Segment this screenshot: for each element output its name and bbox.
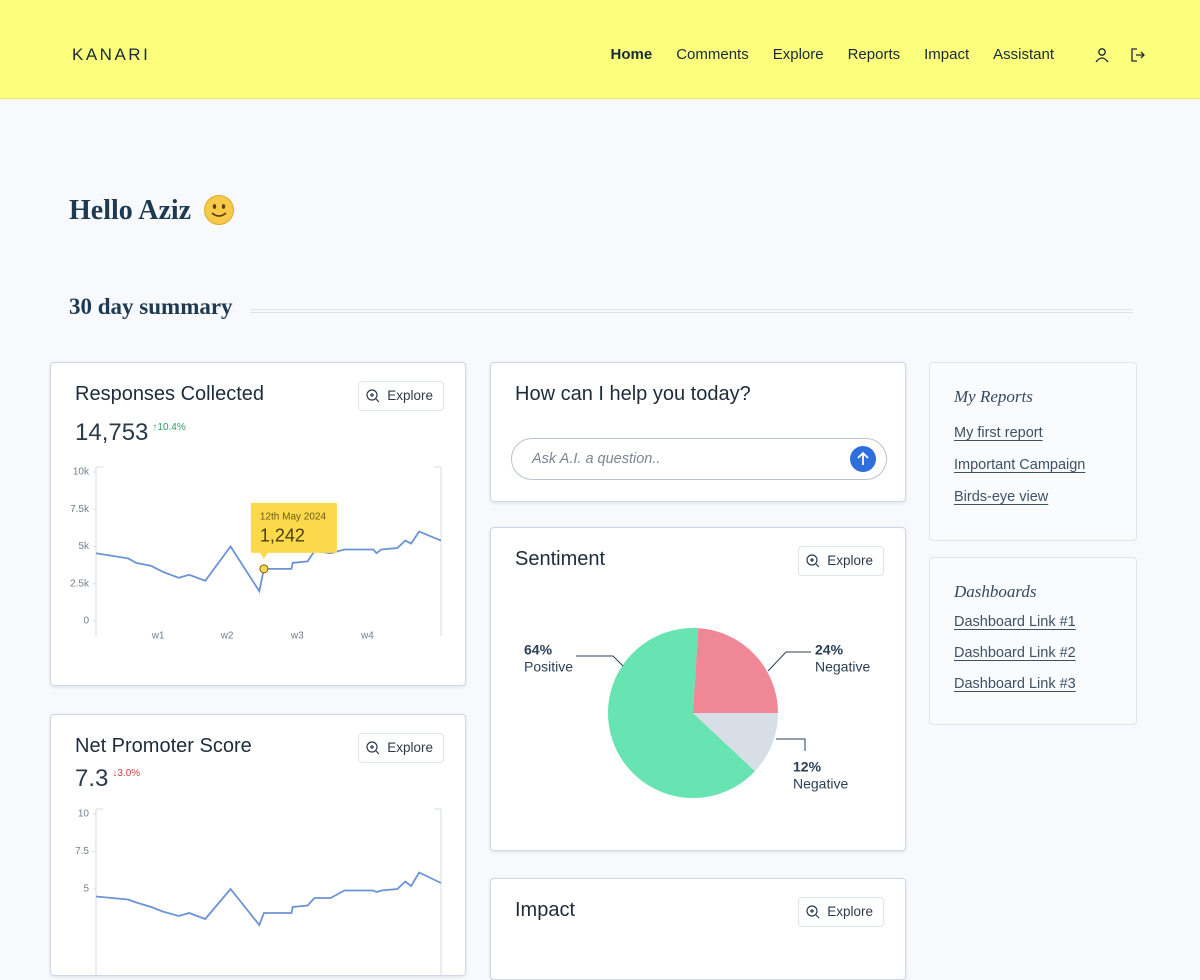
explore-button[interactable]: Explore: [798, 897, 884, 927]
send-button[interactable]: [850, 446, 876, 472]
explore-button[interactable]: Explore: [358, 733, 444, 763]
y-tick-label: 7.5: [75, 846, 89, 857]
tooltip-box: [250, 502, 337, 553]
explore-button[interactable]: Explore: [798, 546, 884, 576]
y-tick-label: 10k: [73, 467, 90, 478]
report-link[interactable]: Birds-eye view: [954, 489, 1049, 505]
pie-slice: [608, 628, 755, 798]
kpi-change: ↑10.4%: [152, 422, 186, 433]
card-title: How can I help you today?: [515, 383, 751, 405]
dashboard-link[interactable]: Dashboard Link #3: [954, 676, 1076, 692]
responses-card: Responses Collected Explore 14,753 ↑10.4%…: [50, 362, 466, 686]
greeting: Hello Aziz: [69, 195, 192, 226]
change-value: 10.4%: [157, 422, 186, 433]
emoji: [204, 195, 234, 225]
leader-line: [776, 738, 806, 751]
sentiment-card: Sentiment Explore 64% Positive 24% Negative…: [490, 527, 906, 851]
nav-link[interactable]: Home: [610, 46, 653, 63]
card-title: Sentiment: [515, 548, 606, 570]
dashboard-link[interactable]: Dashboard Link #2: [954, 645, 1076, 661]
kpi: 14,753 ↑10.4%: [75, 419, 186, 447]
impact-card: Impact Explore: [490, 878, 906, 980]
leader-line: [767, 651, 811, 672]
slice-value: 24%: [815, 642, 844, 658]
y-tick-label: 7.5k: [70, 504, 90, 515]
card-title: Net Promoter Score: [75, 735, 252, 757]
nav-link[interactable]: Impact: [924, 46, 970, 63]
tooltip-pointer: [259, 552, 268, 559]
tooltip-value: 1,242: [260, 526, 305, 546]
nav: Home Comments Explore Reports Impact Ass…: [611, 46, 1054, 63]
section-title: 30 day summary: [69, 294, 233, 319]
chart: 5 7.5 10: [75, 808, 442, 975]
reports-panel: My Reports My first report Important Cam…: [929, 362, 1137, 541]
y-tick-label: 10: [78, 809, 90, 820]
question-input[interactable]: Ask A.I. a question..: [511, 438, 887, 480]
brand[interactable]: KANARI: [72, 45, 151, 64]
assistant-card: How can I help you today? Ask A.I. a que…: [490, 362, 906, 502]
slice-value: 64%: [524, 642, 553, 658]
change-value: 3.0%: [117, 768, 141, 779]
slice-label: Negative: [815, 659, 870, 675]
button-label: Explore: [827, 553, 873, 568]
dashboards-panel: Dashboards Dashboard Link #1 Dashboard L…: [929, 557, 1137, 725]
y-tick-label: 5k: [78, 541, 90, 552]
button-label: Explore: [827, 904, 873, 919]
dashboard-link[interactable]: Dashboard Link #1: [954, 614, 1076, 630]
kpi-value: 7.3: [75, 765, 109, 792]
y-tick-label: 5: [83, 884, 89, 895]
slice-label: Negative: [793, 776, 848, 792]
line-series: [95, 871, 442, 927]
card-title: Responses Collected: [75, 383, 264, 405]
placeholder: Ask A.I. a question..: [532, 451, 661, 467]
report-link[interactable]: Important Campaign: [954, 457, 1086, 473]
slice-value: 12%: [793, 759, 822, 775]
y-tick-label: 0: [83, 616, 89, 627]
pie-slice: [693, 628, 778, 713]
slice-label: Positive: [524, 659, 573, 675]
report-link[interactable]: My first report: [954, 425, 1043, 441]
nav-link[interactable]: Comments: [676, 46, 749, 63]
x-tick-label: w4: [360, 631, 374, 642]
divider: [250, 309, 1133, 313]
kpi-change: ↓3.0%: [112, 768, 141, 779]
x-tick-label: w1: [151, 631, 165, 642]
panel-title: Dashboards: [954, 582, 1037, 601]
nav-link[interactable]: Explore: [772, 46, 824, 63]
logout-icon[interactable]: [1130, 47, 1146, 63]
kpi: 7.3 ↓3.0%: [75, 765, 140, 793]
chart: 0 2.5k 5k 7.5k 10k w1 w2 w3 w4 12th May 2024 1,242: [70, 466, 442, 642]
card-title: Impact: [515, 899, 576, 921]
x-tick-label: w2: [220, 631, 234, 642]
top-bar: KANARI Home Comments Explore Reports Imp…: [0, 0, 1200, 99]
y-tick-label: 2.5k: [70, 578, 90, 589]
pie-slice: [693, 713, 778, 772]
line-series: [95, 530, 442, 594]
nav-link[interactable]: Reports: [847, 46, 901, 63]
button-label: Explore: [387, 388, 433, 403]
tooltip-date: 12th May 2024: [260, 511, 327, 522]
user-icon[interactable]: [1094, 47, 1110, 63]
x-tick-label: w3: [290, 631, 304, 642]
leader-line: [576, 655, 624, 667]
panel-title: My Reports: [954, 387, 1033, 406]
nps-card: Net Promoter Score Explore 7.3 ↓3.0% 5 7.5…: [50, 714, 466, 976]
nav-link[interactable]: Assistant: [993, 46, 1054, 63]
kpi-value: 14,753: [75, 419, 149, 446]
tooltip-point: [259, 564, 269, 574]
button-label: Explore: [387, 740, 433, 755]
explore-button[interactable]: Explore: [358, 381, 444, 411]
